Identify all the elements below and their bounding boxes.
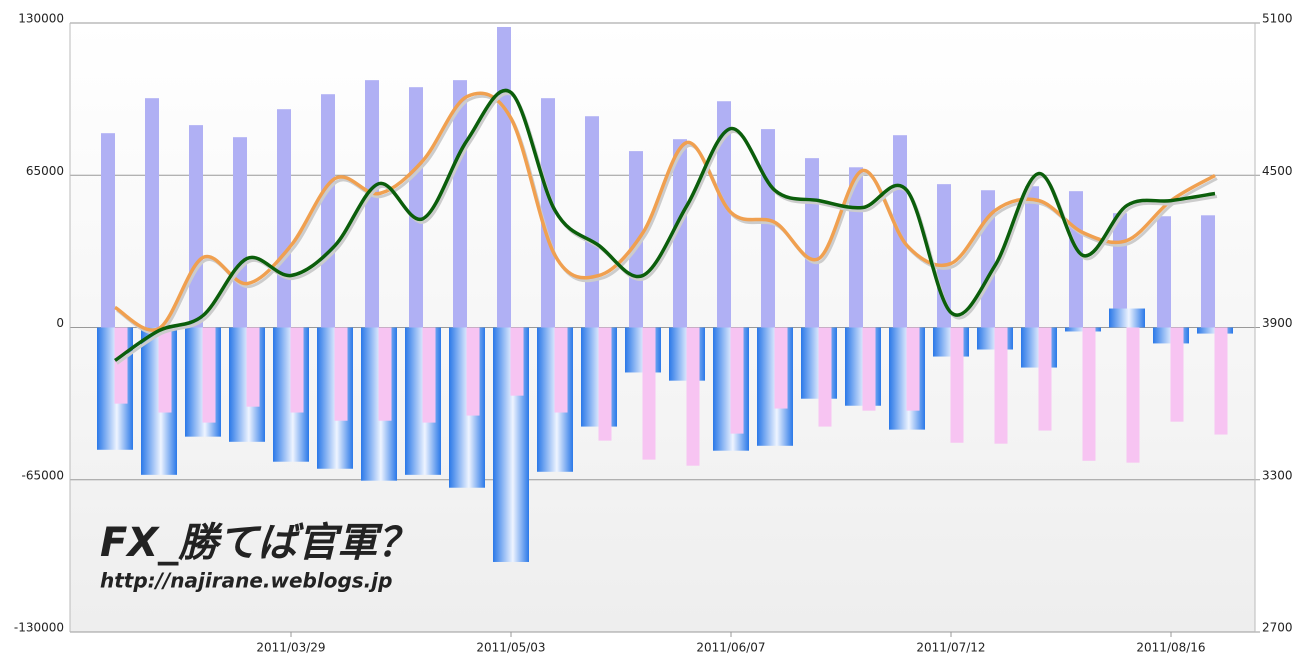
bar	[466, 327, 480, 416]
bar	[334, 327, 348, 421]
y2-tick-label: 3300	[1262, 468, 1293, 482]
bar	[114, 327, 128, 404]
bar	[1157, 216, 1171, 328]
bar	[422, 327, 436, 423]
bar	[805, 158, 819, 328]
bar	[1025, 186, 1039, 328]
bar	[950, 327, 964, 443]
line-shadow	[116, 94, 1218, 335]
y2-tick-label: 3900	[1262, 316, 1293, 330]
bar	[1082, 327, 1096, 461]
bar	[233, 137, 247, 328]
bar	[1170, 327, 1184, 422]
line	[114, 88, 1216, 362]
bar	[189, 125, 203, 328]
y2-tick-label: 2700	[1262, 621, 1293, 635]
bar	[717, 101, 731, 328]
y-tick-label: 65000	[26, 164, 64, 178]
bar	[1038, 327, 1052, 431]
line-shadow	[116, 91, 1218, 365]
x-tick-label: 2011/03/29	[256, 641, 325, 655]
bar	[497, 26, 511, 328]
bar	[541, 98, 555, 328]
bar	[1126, 327, 1140, 463]
bar	[906, 327, 920, 411]
y-tick-label: 0	[56, 316, 64, 330]
y2-tick-label: 5100	[1262, 12, 1293, 26]
bar	[101, 133, 115, 328]
bar	[642, 327, 656, 460]
y-tick-label: -65000	[21, 468, 64, 482]
bar	[510, 327, 524, 396]
bar	[246, 327, 260, 407]
bar	[453, 80, 467, 328]
bar	[409, 87, 423, 328]
bar	[598, 327, 612, 441]
bar	[862, 327, 876, 411]
watermark-title: FX_勝てば官軍？	[100, 520, 417, 566]
watermark-url: http://najirane.weblogs.jp	[100, 569, 392, 593]
x-tick-label: 2011/08/16	[1136, 641, 1205, 655]
y2-tick-label: 4500	[1262, 164, 1293, 178]
bar	[629, 151, 643, 328]
x-tick-label: 2011/06/07	[696, 641, 765, 655]
bar	[818, 327, 832, 427]
bar	[1201, 215, 1215, 328]
bar	[1214, 327, 1228, 435]
bar	[290, 327, 304, 413]
bar	[365, 80, 379, 328]
bar	[761, 129, 775, 328]
bar	[673, 139, 687, 328]
bar	[774, 327, 788, 409]
y-tick-label: -130000	[14, 621, 64, 635]
y-tick-label: 130000	[18, 12, 64, 26]
x-tick-label: 2011/07/12	[916, 641, 985, 655]
bar	[937, 184, 951, 328]
bar	[277, 109, 291, 328]
bar	[585, 116, 599, 328]
bar	[554, 327, 568, 413]
bar	[378, 327, 392, 421]
bar	[145, 98, 159, 328]
bar	[1069, 191, 1083, 328]
x-tick-label: 2011/05/03	[476, 641, 545, 655]
bar	[202, 327, 216, 423]
bar	[1109, 308, 1145, 328]
bar	[730, 327, 744, 434]
bar	[158, 327, 172, 413]
bar	[686, 327, 700, 466]
bar	[994, 327, 1008, 444]
bar	[321, 94, 335, 328]
line	[114, 91, 1216, 332]
